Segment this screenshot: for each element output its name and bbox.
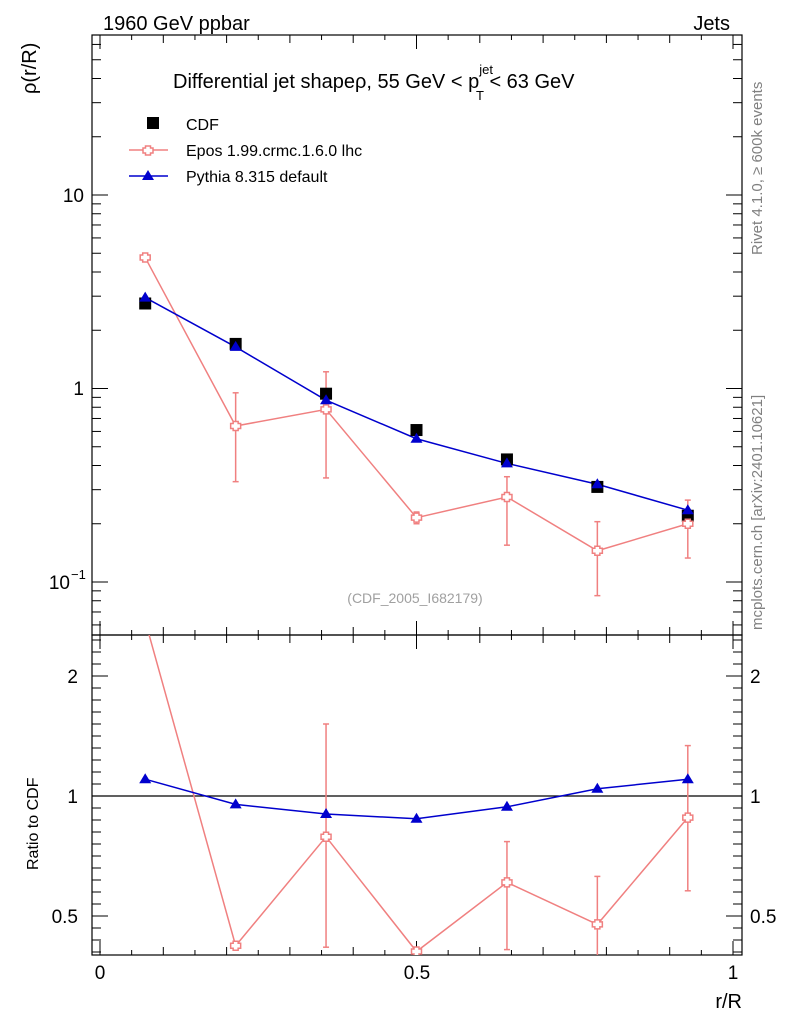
epos-line (144, 257, 689, 552)
xlabel: r/R (715, 991, 742, 1013)
epos-point (682, 518, 694, 530)
ratio-panel-frame (91, 634, 743, 956)
rivet-label: Rivet 4.1.0, ≥ 600k events (749, 82, 766, 255)
ratio-ylabel: Ratio to CDF (25, 777, 42, 870)
epos-point (229, 420, 242, 432)
legend-cdf-label: CDF (186, 117, 219, 134)
ratio-epos-point (140, 616, 150, 625)
main-ytick-exp: −1 (71, 567, 86, 582)
ratio-epos-point (591, 919, 604, 930)
ratio-pythia-point (681, 773, 694, 784)
epos-point (320, 404, 332, 415)
pythia-point (500, 457, 513, 468)
ratio-pythia-point (320, 808, 333, 818)
pythia-point (591, 478, 604, 489)
mcplots-label: mcplots.cern.ch [arXiv:2401.10621] (749, 395, 766, 630)
main-title-text: Differential jet shapeρ, 55 GeV < p (173, 71, 479, 93)
epos-point (139, 252, 151, 263)
xtick-label-0.5: 0.5 (404, 963, 430, 984)
pythia-line (144, 296, 689, 511)
pythia-point (320, 394, 333, 405)
cdf-point (320, 387, 333, 400)
ratio-pythia-point (410, 812, 423, 823)
ratio-epos-line (148, 635, 689, 953)
header-right: Jets (693, 13, 730, 35)
ratio-pythia-point (500, 800, 513, 811)
main-ytick-label-10: 10 (63, 186, 84, 207)
ratio-ytick-label-2-left: 2 (67, 667, 78, 688)
ratio-epos-point (682, 812, 694, 823)
epos-point (501, 491, 513, 503)
ratio-ytick-label-1-left: 1 (67, 787, 78, 808)
ratio-epos-point (320, 831, 332, 843)
main-panel-marks (139, 252, 694, 597)
xtick-label-1: 1 (728, 963, 739, 984)
ratio-epos-point (229, 940, 242, 952)
ratio-epos-point (410, 946, 423, 955)
axis-ticks (92, 35, 742, 955)
legend-pythia-marker (142, 170, 154, 180)
main-title: Differential jet shapeρ, 55 GeV < pjet T … (173, 62, 575, 103)
pythia-point (410, 432, 423, 443)
legend-cdf-marker (147, 117, 159, 129)
main-ytick-base: 10 (49, 573, 70, 594)
header-left: 1960 GeV ppbar (103, 13, 250, 35)
ratio-ytick-label-1-right: 1 (750, 787, 761, 808)
analysis-watermark: (CDF_2005_I682179) (347, 590, 482, 606)
legend-epos-marker (142, 145, 154, 156)
legend-pythia-label: Pythia 8.315 default (186, 169, 328, 186)
ratio-pythia-point (139, 773, 152, 784)
main-ytick-label-1: 1 (73, 379, 84, 400)
main-ytick-label-0.1: 10 (49, 573, 70, 594)
ratio-ytick-label-2-right: 2 (750, 667, 761, 688)
main-title-sup: jet (478, 62, 493, 77)
epos-point (410, 512, 423, 523)
main-ylabel: ρ(r/R) (19, 43, 41, 94)
legend: CDF Epos 1.99.crmc.1.6.0 lhc Pythia 8.31… (129, 117, 362, 186)
ratio-pythia-point (591, 782, 604, 793)
pythia-point (229, 340, 242, 351)
cdf-point (410, 424, 423, 437)
ratio-panel-marks (139, 616, 694, 955)
epos-point (591, 545, 604, 557)
ratio-ytick-label-0.5-right: 0.5 (750, 907, 776, 928)
xtick-label-0: 0 (95, 963, 106, 984)
pythia-point (139, 291, 152, 302)
ratio-ytick-label-0.5-left: 0.5 (52, 907, 78, 928)
main-title-tail: < 63 GeV (484, 71, 575, 93)
legend-epos-label: Epos 1.99.crmc.1.6.0 lhc (186, 143, 362, 160)
main-title-sub: T (476, 88, 484, 103)
ratio-pythia-point (229, 798, 242, 809)
pythia-point (681, 504, 694, 515)
ratio-epos-point (501, 877, 513, 888)
